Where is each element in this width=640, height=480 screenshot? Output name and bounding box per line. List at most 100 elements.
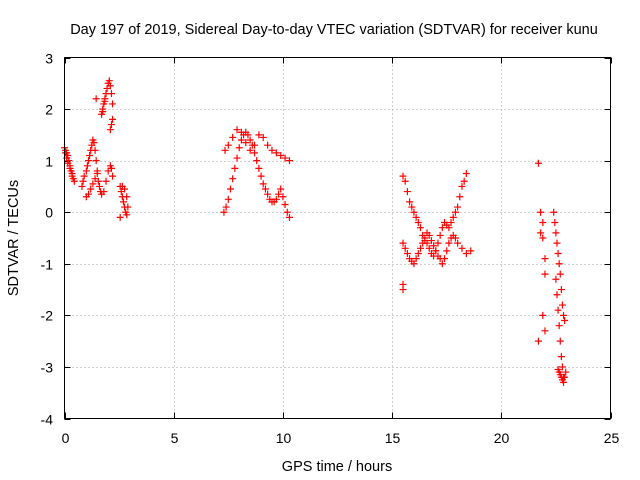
data-point xyxy=(427,237,435,245)
data-point xyxy=(107,121,115,129)
data-point xyxy=(231,164,239,172)
data-point xyxy=(80,172,88,180)
data-point xyxy=(541,327,549,335)
data-point xyxy=(408,203,416,211)
data-point xyxy=(403,188,411,196)
data-point xyxy=(85,157,93,165)
data-point xyxy=(416,244,424,252)
data-point xyxy=(251,149,259,157)
data-point xyxy=(244,131,252,139)
data-point xyxy=(555,322,563,330)
data-point xyxy=(246,146,254,154)
data-point xyxy=(412,213,420,221)
data-point xyxy=(419,239,427,247)
grid xyxy=(64,57,611,419)
data-point xyxy=(551,219,559,227)
data-point xyxy=(553,239,561,247)
data-point xyxy=(229,175,237,183)
y-tick-label: -3 xyxy=(41,360,54,376)
data-point xyxy=(539,234,547,242)
data-point xyxy=(534,337,542,345)
data-point xyxy=(261,185,269,193)
data-point xyxy=(283,208,291,216)
data-point xyxy=(221,146,229,154)
data-point xyxy=(399,286,407,294)
data-point xyxy=(534,159,542,167)
data-point xyxy=(272,195,280,203)
data-point xyxy=(92,157,100,165)
x-tick-label: 0 xyxy=(62,430,70,446)
data-point xyxy=(66,164,74,172)
data-point xyxy=(456,193,464,201)
data-point xyxy=(541,270,549,278)
data-point xyxy=(253,157,261,165)
data-point xyxy=(434,239,442,247)
data-point xyxy=(445,224,453,232)
data-point xyxy=(106,82,114,90)
data-point xyxy=(537,229,545,237)
data-point xyxy=(460,177,468,185)
x-tick-label: 10 xyxy=(276,430,292,446)
data-point xyxy=(233,126,241,134)
data-point xyxy=(91,175,99,183)
data-point xyxy=(259,180,267,188)
data-point xyxy=(107,90,115,98)
data-point xyxy=(410,260,418,268)
x-tick-label: 25 xyxy=(604,430,620,446)
data-point xyxy=(556,270,564,278)
data-point xyxy=(116,213,124,221)
x-tick-label: 20 xyxy=(494,430,510,446)
data-point xyxy=(443,247,451,255)
data-point xyxy=(425,244,433,252)
data-point xyxy=(106,126,114,134)
y-tick-label: 0 xyxy=(45,205,53,221)
data-point xyxy=(414,249,422,257)
tick-labels: 0 5 10 15 20 25 -4 -3 -2 -1 0 1 2 3 xyxy=(41,51,620,447)
data-point xyxy=(414,219,422,227)
data-point xyxy=(412,255,420,263)
data-point xyxy=(229,133,237,141)
x-tick-label: 5 xyxy=(171,430,179,446)
data-point xyxy=(403,249,411,257)
data-point xyxy=(124,203,132,211)
data-point xyxy=(86,151,94,159)
data-point xyxy=(102,177,110,185)
data-point xyxy=(242,139,250,147)
data-point xyxy=(281,200,289,208)
data-point xyxy=(541,255,549,263)
data-point xyxy=(70,177,78,185)
data-point xyxy=(226,185,234,193)
axis-ticks xyxy=(64,57,612,420)
y-tick-label: -2 xyxy=(41,308,54,324)
data-point xyxy=(89,180,97,188)
data-point xyxy=(552,275,560,283)
data-point xyxy=(445,239,453,247)
data-point xyxy=(95,182,103,190)
plot-frame xyxy=(64,57,611,419)
data-point xyxy=(68,170,76,178)
data-point xyxy=(268,146,276,154)
data-point xyxy=(257,172,265,180)
data-point xyxy=(558,363,566,371)
y-axis-label: SDTVAR / TECUs xyxy=(6,180,22,296)
data-point xyxy=(557,286,565,294)
data-point xyxy=(458,182,466,190)
data-point xyxy=(222,203,230,211)
data-point xyxy=(281,154,289,162)
data-point xyxy=(64,159,72,167)
data-point xyxy=(123,211,131,219)
data-point xyxy=(438,224,446,232)
data-point xyxy=(93,170,101,178)
data-point xyxy=(220,208,228,216)
data-point xyxy=(107,164,115,172)
data-point xyxy=(78,182,86,190)
data-points xyxy=(61,77,570,386)
data-point xyxy=(237,136,245,144)
data-point xyxy=(119,198,127,206)
data-point xyxy=(554,249,562,257)
x-axis-label: GPS time / hours xyxy=(282,459,392,475)
data-point xyxy=(105,77,113,85)
data-point xyxy=(277,151,285,159)
data-point xyxy=(410,208,418,216)
data-point xyxy=(233,154,241,162)
